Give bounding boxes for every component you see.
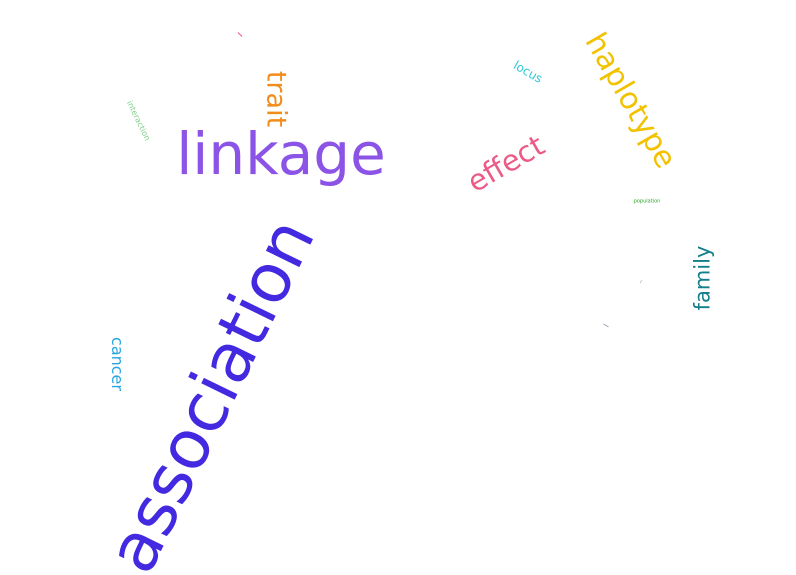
word-haplotype: haplotype	[577, 26, 684, 175]
word-cancer: cancer	[108, 337, 127, 391]
word-trait: trait	[260, 70, 292, 128]
word-linkage: linkage	[176, 120, 386, 188]
word-effect: effect	[461, 128, 551, 200]
word-locus: locus	[511, 58, 545, 86]
word-population: population	[633, 198, 661, 205]
word-interaction: interaction	[124, 99, 152, 143]
tiny-word-mark	[237, 32, 243, 37]
tiny-word-mark	[639, 279, 643, 284]
word-family: family	[690, 245, 715, 311]
word-association: association	[92, 206, 331, 575]
tiny-word-mark	[603, 323, 609, 328]
